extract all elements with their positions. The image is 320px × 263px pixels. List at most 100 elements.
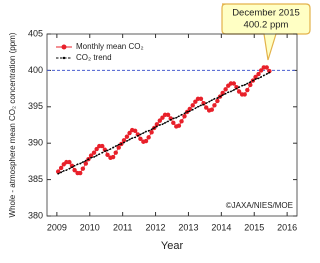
data-point [210, 99, 213, 102]
data-point [72, 167, 77, 173]
data-point [127, 130, 132, 136]
data-point [101, 151, 104, 154]
data-point [154, 122, 160, 127]
data-point [232, 89, 235, 91]
data-point [138, 136, 143, 142]
data-point [116, 145, 121, 150]
data-point [157, 118, 163, 123]
data-point [243, 84, 246, 86]
data-point [194, 107, 197, 110]
data-point [202, 103, 205, 106]
data-point [219, 95, 221, 98]
data-point [71, 166, 73, 169]
series-line [57, 72, 270, 175]
data-point [106, 149, 109, 152]
data-point [257, 77, 260, 80]
data-point [120, 143, 123, 145]
data-point [200, 104, 202, 107]
data-point [128, 138, 131, 141]
data-point [215, 98, 220, 104]
data-point [213, 97, 216, 100]
data-point [136, 135, 139, 137]
data-point [112, 146, 115, 149]
data-point [253, 74, 258, 80]
data-point [186, 110, 189, 113]
data-point [146, 135, 151, 140]
data-point [131, 137, 134, 140]
data-point [153, 127, 156, 129]
data-point [224, 92, 227, 95]
data-point [216, 97, 219, 99]
legend-marker [62, 56, 66, 60]
data-point [180, 113, 183, 116]
x-tick-label: 2010 [80, 222, 100, 232]
y-axis-label: Whole - atmosphere mean CO₂ concentratio… [8, 32, 17, 217]
data-point [245, 87, 250, 93]
data-point [262, 74, 265, 77]
data-point [252, 79, 254, 82]
data-point [57, 172, 60, 175]
data-point [95, 154, 98, 157]
credit: ©JAXA/NIES/MOE [226, 201, 293, 210]
data-point [65, 169, 68, 172]
data-point [90, 156, 92, 159]
y-tick-label: 390 [28, 138, 43, 148]
data-point [191, 108, 194, 111]
callout-text: December 2015 [232, 8, 300, 19]
data-point [227, 91, 230, 94]
plot-frame [46, 33, 298, 217]
data-point [117, 143, 120, 146]
data-point [143, 138, 149, 144]
data-point [150, 128, 153, 131]
data-point [142, 132, 145, 134]
data-point [187, 106, 192, 112]
data-point [149, 130, 154, 135]
x-tick-label: 2016 [277, 222, 297, 232]
data-point [62, 169, 65, 172]
data-point [212, 103, 217, 108]
x-axis-label: Year [161, 240, 184, 252]
data-point [155, 125, 158, 128]
data-point [58, 165, 64, 171]
data-point [169, 119, 172, 121]
data-point [164, 121, 166, 124]
data-point [256, 71, 261, 77]
data-point [79, 162, 82, 165]
data-point [145, 130, 147, 133]
data-point [88, 153, 94, 158]
data-point [91, 150, 97, 155]
data-point [98, 153, 101, 156]
callout-text: 400.2 ppm [244, 20, 289, 31]
data-point [76, 163, 79, 166]
data-point [81, 161, 84, 164]
data-point [267, 68, 272, 74]
data-point [147, 129, 150, 132]
y-tick-label: 405 [28, 28, 43, 38]
data-point [268, 71, 271, 74]
x-tick-label: 2009 [47, 222, 67, 232]
data-point [172, 117, 175, 120]
y-tick-label: 385 [28, 174, 43, 184]
data-point [73, 164, 76, 167]
data-point [234, 84, 239, 90]
data-point [132, 128, 138, 134]
data-point [160, 115, 165, 120]
data-point [55, 169, 61, 174]
x-tick-label: 2012 [146, 222, 166, 232]
data-point [204, 105, 209, 110]
data-point [176, 123, 182, 128]
legend-label: CO₂ trend [76, 53, 112, 62]
data-point [80, 166, 86, 171]
legend-label: Monthly mean CO₂ [76, 42, 144, 51]
data-point [254, 78, 257, 81]
data-point [113, 150, 118, 155]
data-point [221, 94, 224, 97]
data-point [209, 107, 215, 112]
y-tick-label: 380 [28, 210, 43, 220]
data-point [67, 159, 72, 165]
data-point [205, 102, 208, 105]
data-point [114, 145, 117, 148]
legend-marker [61, 44, 67, 50]
data-point [246, 82, 249, 85]
data-point [84, 159, 87, 162]
